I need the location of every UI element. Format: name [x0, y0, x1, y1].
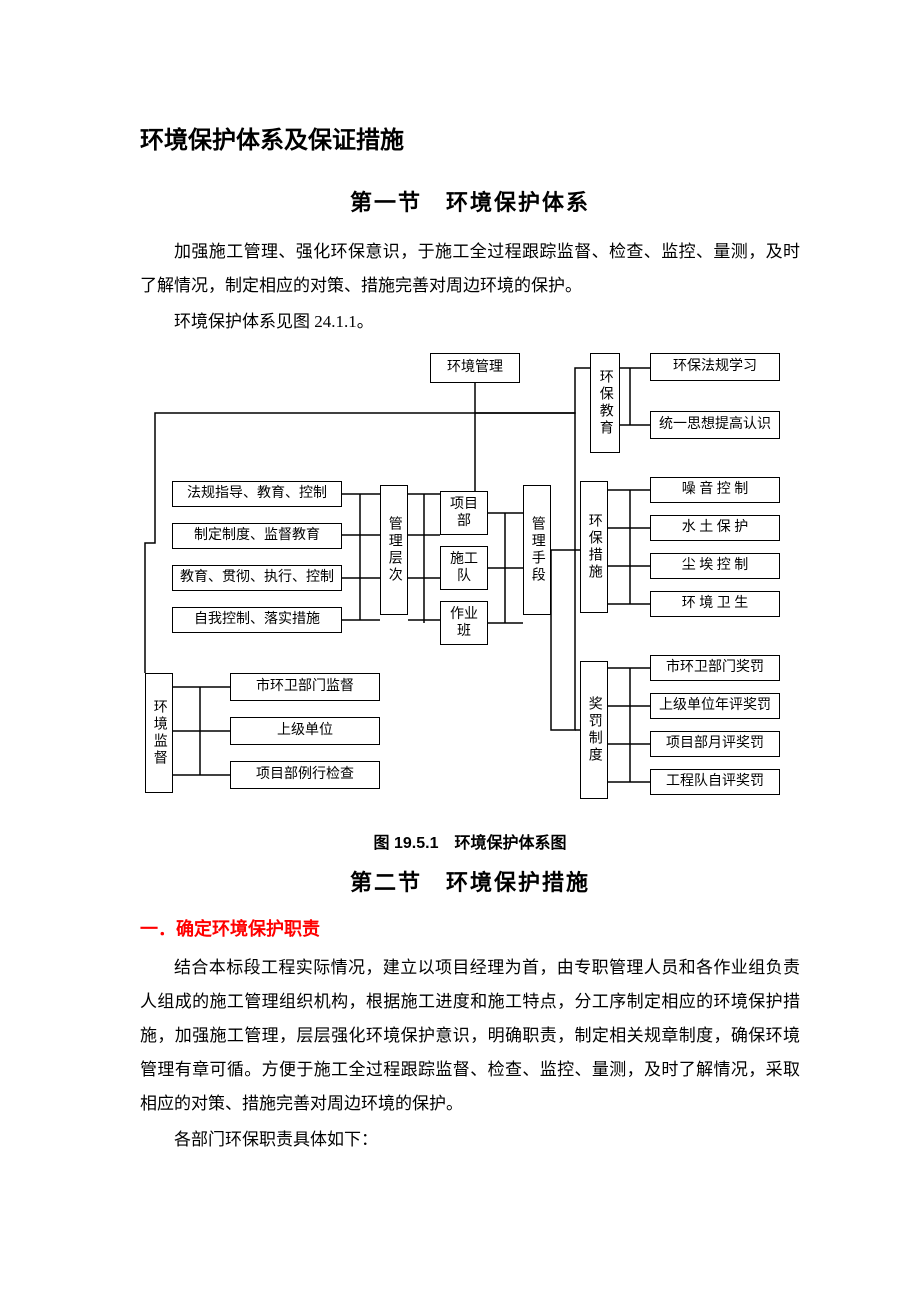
flow-node-edu2: 统一思想提高认识 — [650, 411, 780, 439]
flow-node-supv: 环境监督 — [145, 673, 173, 793]
flow-node-l2: 制定制度、监督教育 — [172, 523, 342, 549]
flow-node-measures: 环保措施 — [580, 481, 608, 613]
flow-node-r3: 项目部月评奖罚 — [650, 731, 780, 757]
document-page: 环境保护体系及保证措施 第一节 环境保护体系 加强施工管理、强化环保意识，于施工… — [0, 0, 920, 1302]
flow-node-means: 管理手段 — [523, 485, 551, 615]
flow-node-sg: 施工队 — [440, 546, 488, 590]
flow-node-edu: 环保教育 — [590, 353, 620, 453]
flow-node-l4: 自我控制、落实措施 — [172, 607, 342, 633]
flow-node-zy: 作业班 — [440, 601, 488, 645]
flow-node-top: 环境管理 — [430, 353, 520, 383]
section2-heading: 第二节 环境保护措施 — [140, 865, 800, 897]
flow-node-pm: 项目部 — [440, 491, 488, 535]
flow-node-r2: 上级单位年评奖罚 — [650, 693, 780, 719]
para-3: 结合本标段工程实际情况，建立以项目经理为首，由专职管理人员和各作业组负责人组成的… — [140, 951, 800, 1121]
flow-node-l1: 法规指导、教育、控制 — [172, 481, 342, 507]
para-1: 加强施工管理、强化环保意识，于施工全过程跟踪监督、检查、监控、量测，及时了解情况… — [140, 235, 800, 303]
flow-node-mgmtlvl: 管理层次 — [380, 485, 408, 615]
flow-node-m3: 尘 埃 控 制 — [650, 553, 780, 579]
flow-node-r4: 工程队自评奖罚 — [650, 769, 780, 795]
flow-node-m2: 水 土 保 护 — [650, 515, 780, 541]
flow-node-m4: 环 境 卫 生 — [650, 591, 780, 617]
env-protection-flowchart: 环境管理 环保教育 环保法规学习统一思想提高认识管理层次 法规指导、教育、控制制定制度… — [140, 353, 800, 823]
subsection-red-heading: 一．确定环境保护职责 — [140, 915, 800, 941]
flow-node-s2: 上级单位 — [230, 717, 380, 745]
flow-node-edu1: 环保法规学习 — [650, 353, 780, 381]
flow-node-s1: 市环卫部门监督 — [230, 673, 380, 701]
para-4: 各部门环保职责具体如下： — [140, 1123, 800, 1157]
doc-title: 环境保护体系及保证措施 — [140, 120, 800, 155]
flow-node-m1: 噪 音 控 制 — [650, 477, 780, 503]
flowchart-caption: 图 19.5.1 环境保护体系图 — [140, 829, 800, 853]
section1-heading: 第一节 环境保护体系 — [140, 185, 800, 217]
flow-node-l3: 教育、贯彻、执行、控制 — [172, 565, 342, 591]
para-2: 环境保护体系见图 24.1.1。 — [140, 305, 800, 339]
flow-node-r1: 市环卫部门奖罚 — [650, 655, 780, 681]
flow-node-s3: 项目部例行检查 — [230, 761, 380, 789]
flow-node-reward: 奖罚制度 — [580, 661, 608, 799]
